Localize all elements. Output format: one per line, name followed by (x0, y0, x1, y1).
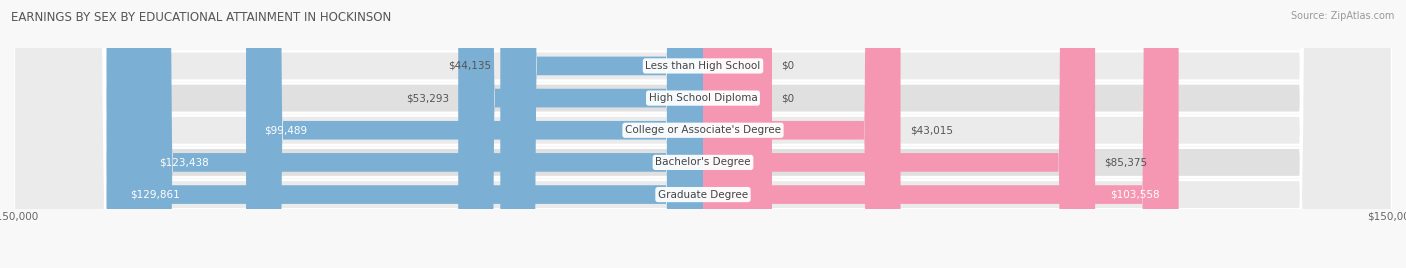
FancyBboxPatch shape (703, 0, 1178, 268)
Text: $44,135: $44,135 (449, 61, 491, 71)
Text: $123,438: $123,438 (159, 157, 208, 168)
Text: Less than High School: Less than High School (645, 61, 761, 71)
Text: $129,861: $129,861 (131, 189, 180, 200)
FancyBboxPatch shape (703, 0, 772, 268)
FancyBboxPatch shape (501, 0, 703, 268)
Text: $53,293: $53,293 (406, 93, 449, 103)
Text: Bachelor's Degree: Bachelor's Degree (655, 157, 751, 168)
Text: $0: $0 (782, 93, 794, 103)
Text: College or Associate's Degree: College or Associate's Degree (626, 125, 780, 135)
FancyBboxPatch shape (136, 0, 703, 268)
FancyBboxPatch shape (107, 0, 703, 268)
Text: High School Diploma: High School Diploma (648, 93, 758, 103)
FancyBboxPatch shape (703, 0, 772, 268)
Text: $0: $0 (782, 61, 794, 71)
FancyBboxPatch shape (458, 0, 703, 268)
FancyBboxPatch shape (14, 0, 1392, 268)
Text: Graduate Degree: Graduate Degree (658, 189, 748, 200)
FancyBboxPatch shape (703, 0, 901, 268)
Text: Source: ZipAtlas.com: Source: ZipAtlas.com (1291, 11, 1395, 21)
FancyBboxPatch shape (246, 0, 703, 268)
Text: $43,015: $43,015 (910, 125, 953, 135)
FancyBboxPatch shape (14, 0, 1392, 268)
Text: $103,558: $103,558 (1109, 189, 1160, 200)
FancyBboxPatch shape (14, 0, 1392, 268)
FancyBboxPatch shape (14, 0, 1392, 268)
FancyBboxPatch shape (14, 0, 1392, 268)
Text: EARNINGS BY SEX BY EDUCATIONAL ATTAINMENT IN HOCKINSON: EARNINGS BY SEX BY EDUCATIONAL ATTAINMEN… (11, 11, 391, 24)
FancyBboxPatch shape (703, 0, 1095, 268)
Text: $85,375: $85,375 (1104, 157, 1147, 168)
Text: $99,489: $99,489 (264, 125, 308, 135)
